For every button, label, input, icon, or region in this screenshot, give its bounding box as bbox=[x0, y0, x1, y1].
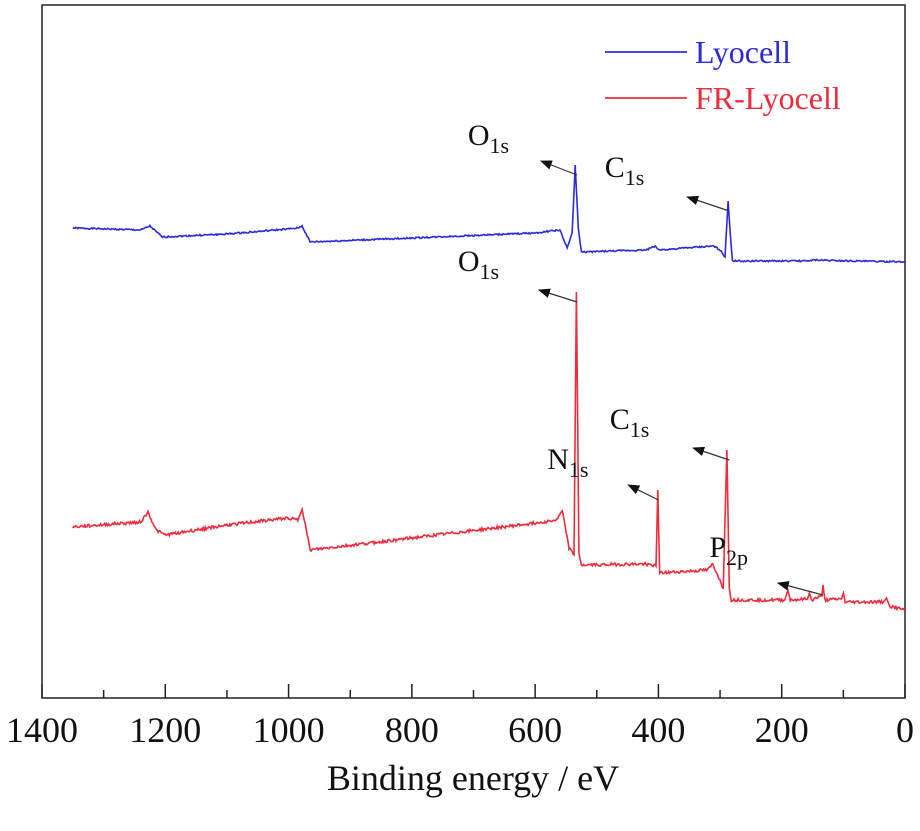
peak-label: O1s bbox=[458, 245, 499, 284]
annotation-arrow bbox=[686, 195, 730, 212]
annotation-arrow bbox=[537, 288, 578, 303]
x-tick-label: 1000 bbox=[253, 710, 325, 750]
series-line-fr-lyocell bbox=[72, 291, 906, 612]
x-axis-label: Binding energy / eV bbox=[327, 758, 619, 798]
peak-label: P2p bbox=[709, 531, 748, 570]
annotation-arrow bbox=[776, 581, 824, 596]
x-tick-label: 600 bbox=[508, 710, 562, 750]
peak-label: C1s bbox=[610, 403, 650, 442]
x-tick-label: 800 bbox=[385, 710, 439, 750]
x-tick-label: 1200 bbox=[129, 710, 201, 750]
annotation-arrow bbox=[627, 484, 659, 501]
peak-label: C1s bbox=[605, 151, 645, 190]
legend-label: Lyocell bbox=[695, 34, 791, 70]
x-tick-label: 0 bbox=[896, 710, 914, 750]
legend-label: FR-Lyocell bbox=[695, 80, 841, 116]
peak-label: O1s bbox=[468, 119, 509, 158]
x-tick-label: 200 bbox=[755, 710, 809, 750]
peak-label: N1s bbox=[547, 443, 588, 482]
x-tick-label: 400 bbox=[631, 710, 685, 750]
annotation-arrow bbox=[539, 160, 578, 176]
x-tick-label: 1400 bbox=[6, 710, 78, 750]
series-line-lyocell bbox=[72, 164, 906, 264]
annotation-arrow bbox=[692, 446, 730, 461]
